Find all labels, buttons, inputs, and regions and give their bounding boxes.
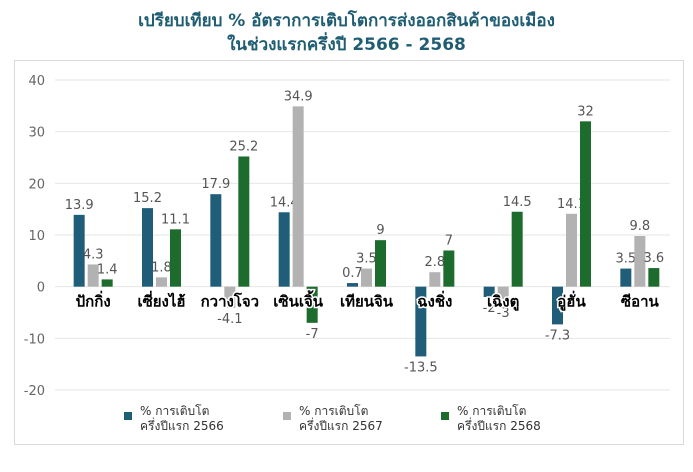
data-label: 4.3 (83, 247, 104, 262)
bar (224, 286, 236, 308)
bar (580, 121, 591, 287)
data-label: 17.9 (201, 177, 230, 192)
data-label: 14.4 (270, 195, 299, 210)
data-label: 25.2 (229, 139, 258, 154)
bar (238, 156, 250, 287)
bar (511, 211, 523, 287)
data-label: 3.6 (643, 251, 664, 266)
bar (566, 213, 577, 287)
data-label: 7 (445, 234, 453, 249)
legend-swatch (124, 412, 132, 420)
category-label: ปักกิ่ง (76, 291, 111, 311)
data-label: 34.9 (284, 89, 313, 104)
bar (648, 268, 660, 287)
bar (634, 236, 646, 287)
bar (375, 240, 386, 287)
data-label: 11.1 (161, 212, 190, 227)
bar (87, 264, 99, 287)
legend-label: % การเติบโต ครึ่งปีแรก 2568 (457, 404, 541, 433)
category-label: อู่ฮั่น (557, 291, 586, 312)
bar (552, 286, 563, 325)
bar (443, 250, 455, 287)
legend-swatch (441, 412, 449, 420)
y-tick-label: 30 (28, 126, 45, 141)
data-label: 32 (577, 104, 594, 119)
bar (292, 106, 304, 287)
category-label: เซี่ยงไฮ้ (137, 291, 185, 311)
y-tick-label: 0 (37, 281, 45, 296)
data-label: 0.7 (342, 266, 363, 281)
category-label: เฉิงตู (487, 293, 519, 312)
bar (483, 286, 495, 297)
y-tick-label: -20 (24, 384, 45, 399)
chart-title-line-1: เปรียบเทียบ % อัตราการเติบโตการส่งออกสิน… (138, 11, 555, 31)
legend-label: % การเติบโต ครึ่งปีแรก 2567 (299, 404, 383, 433)
data-label: 14.1 (557, 197, 586, 212)
legend-item-2566: % การเติบโต ครึ่งปีแรก 2566 (124, 404, 224, 434)
data-label: 15.2 (133, 191, 162, 206)
data-label: -4.1 (217, 312, 242, 327)
bar (361, 268, 372, 287)
category-label: กวางโจว (201, 292, 260, 311)
bar (142, 208, 153, 287)
bar (497, 286, 509, 303)
bar (278, 212, 290, 287)
bar (347, 283, 358, 287)
data-label: 14.5 (503, 195, 532, 210)
category-label: ซีอาน (621, 293, 660, 311)
data-label: -7.3 (545, 328, 570, 343)
y-tick-label: 20 (28, 177, 45, 192)
data-label: 1.4 (97, 262, 118, 277)
legend-label: % การเติบโต ครึ่งปีแรก 2566 (140, 404, 224, 433)
data-label: 9.8 (629, 219, 650, 234)
data-label: -13.5 (404, 360, 438, 375)
data-label: -2 (483, 301, 496, 316)
bar (306, 286, 318, 323)
legend-item-2567: % การเติบโต ครึ่งปีแรก 2567 (283, 404, 383, 434)
data-label: 3.5 (615, 252, 636, 267)
data-label: 9 (376, 223, 384, 238)
legend-swatch (283, 412, 291, 420)
y-tick-label: 10 (28, 229, 45, 244)
bar (170, 229, 181, 287)
y-tick-label: 40 (28, 74, 45, 89)
data-label: 3.5 (356, 252, 377, 267)
bar (429, 272, 441, 287)
data-label: 1.8 (151, 260, 172, 275)
category-label: เซินเจิ้น (273, 290, 323, 311)
data-label: -7 (306, 327, 319, 342)
category-label: เทียนจิน (340, 293, 394, 311)
bar (210, 194, 222, 287)
bar (73, 214, 85, 287)
y-tick-label: -10 (24, 332, 45, 347)
chart-title-line-2: ในช่วงแรกครึ่งปี 2566 - 2568 (227, 35, 466, 55)
bar (101, 279, 113, 287)
bar (415, 286, 427, 357)
data-label: 13.9 (65, 198, 94, 213)
bar (156, 277, 167, 287)
data-label: 2.8 (424, 255, 445, 270)
data-label: -3 (497, 306, 510, 321)
category-label: ฉงชิ่ง (417, 291, 452, 311)
legend-item-2568: % การเติบโต ครึ่งปีแรก 2568 (441, 404, 541, 434)
bar (620, 268, 632, 287)
